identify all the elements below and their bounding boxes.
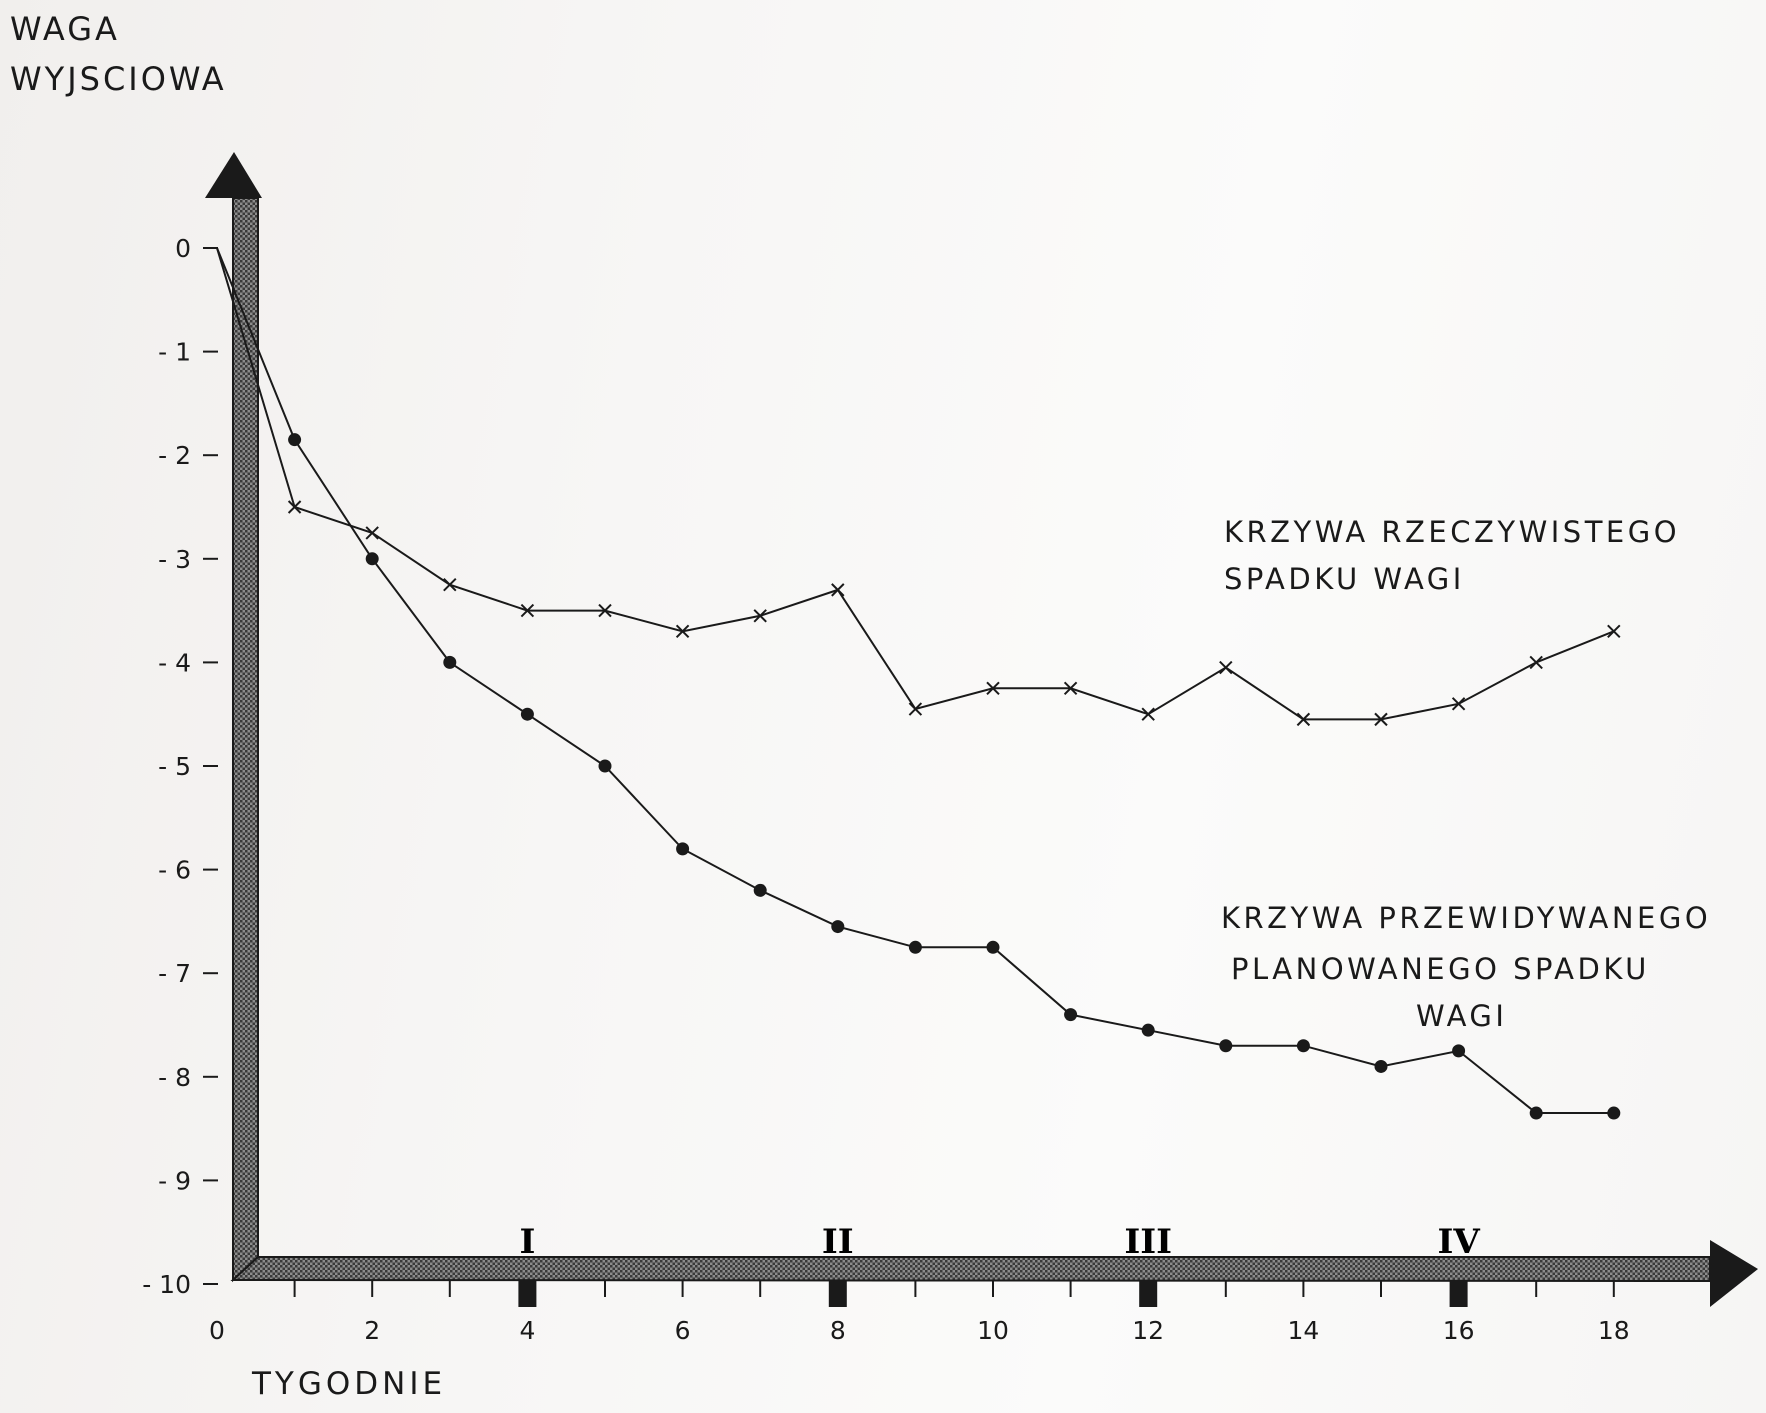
- y-tick-labels: 0 - 1 - 2 - 3 - 4 - 5 - 6 - 7 - 8 - 9 - …: [142, 234, 191, 1299]
- series-1-point-18: [1607, 1106, 1621, 1120]
- series-0-point-4: [520, 603, 535, 618]
- annotation-planned-line-3: WAGI: [1416, 999, 1507, 1033]
- series-0-point-3: [443, 577, 457, 592]
- annotation-planned-line-1: KRZYWA PRZEWIDYWANEGO: [1221, 901, 1711, 935]
- series-1-point-6: [676, 842, 690, 856]
- x-ticks: [293, 1280, 1615, 1297]
- series-0-point-10: [986, 681, 1000, 696]
- x-tick-label-6: 12: [1132, 1316, 1164, 1345]
- y-tick-label-7: - 7: [158, 959, 191, 988]
- y-tick-label-10: - 10: [142, 1270, 191, 1299]
- x-tick-label-3: 6: [675, 1316, 691, 1345]
- x-tick-label-0: 0: [209, 1316, 225, 1345]
- x-tick-label-1: 2: [364, 1316, 380, 1345]
- y-tick-label-6: - 6: [158, 856, 191, 885]
- series-1-point-2: [365, 552, 379, 566]
- y-tick-label-8: - 8: [158, 1063, 191, 1092]
- series-1-point-11: [1064, 1008, 1078, 1022]
- x-axis-label: TYGODNIE: [251, 1366, 446, 1402]
- period-marker-label-2: II: [822, 1222, 854, 1262]
- series-1-point-4: [520, 707, 534, 721]
- series-0-point-1: [287, 500, 302, 514]
- period-marker-label-3: III: [1124, 1222, 1172, 1262]
- series-1-point-12: [1141, 1023, 1155, 1037]
- series-1-point-3: [443, 655, 457, 669]
- x-tick-label-9: 18: [1598, 1316, 1630, 1345]
- period-square-1: [518, 1281, 537, 1307]
- series-0-point-8: [831, 583, 845, 597]
- period-marker-label-4: IV: [1437, 1222, 1480, 1262]
- series-1-point-7: [753, 883, 767, 897]
- annotation-actual-line-1: KRZYWA RZECZYWISTEGO: [1224, 515, 1680, 549]
- period-marker-label-1: I: [519, 1222, 535, 1262]
- y-axis-label-line-1: WAGA: [10, 10, 120, 48]
- series-0-point-16: [1451, 697, 1466, 711]
- y-tick-label-2: - 2: [158, 441, 191, 470]
- series-1-point-16: [1452, 1044, 1466, 1058]
- period-marker-squares: [518, 1281, 1468, 1307]
- annotation-actual-line-2: SPADKU WAGI: [1224, 562, 1465, 596]
- series-0-point-17: [1529, 655, 1543, 670]
- series-0-point-5: [598, 603, 612, 618]
- axes: [205, 152, 1758, 1307]
- period-square-4: [1449, 1281, 1468, 1307]
- series-1-point-17: [1529, 1106, 1543, 1120]
- series-0: [216, 247, 1621, 727]
- period-square-3: [1139, 1281, 1158, 1307]
- series-0-point-2: [365, 526, 379, 540]
- x-axis-arrowhead: [1710, 1240, 1758, 1307]
- series-1-point-14: [1296, 1039, 1310, 1053]
- series-1-point-1: [288, 433, 302, 447]
- series-0-line: [216, 247, 1615, 721]
- series-1-point-9: [908, 940, 922, 954]
- y-tick-label-0: 0: [175, 234, 191, 263]
- x-tick-labels: 0 2 4 6 8 10 12 14 16 18: [209, 1316, 1630, 1345]
- y-ticks: [203, 247, 218, 1285]
- series-0-point-18: [1607, 624, 1621, 639]
- y-tick-label-4: - 4: [158, 648, 191, 677]
- series-1: [216, 247, 1621, 1120]
- annotation-planned-curve: KRZYWA PRZEWIDYWANEGO PLANOWANEGO SPADKU…: [1221, 901, 1711, 1033]
- period-markers: I II III IV: [519, 1222, 1480, 1262]
- series-1-point-10: [986, 940, 1000, 954]
- y-tick-label-9: - 9: [158, 1166, 191, 1195]
- series-0-point-15: [1374, 712, 1388, 727]
- annotation-actual-curve: KRZYWA RZECZYWISTEGO SPADKU WAGI: [1224, 515, 1680, 596]
- y-axis-arrowhead: [205, 152, 262, 198]
- series-1-point-13: [1219, 1039, 1233, 1053]
- x-tick-label-4: 8: [830, 1316, 846, 1345]
- series-0-point-6: [675, 624, 690, 639]
- x-tick-label-5: 10: [977, 1316, 1009, 1345]
- series-layer: [216, 247, 1621, 1120]
- series-0-point-9: [908, 702, 923, 716]
- period-square-2: [828, 1281, 847, 1307]
- x-tick-label-2: 4: [519, 1316, 535, 1345]
- series-1-point-5: [598, 759, 612, 773]
- y-tick-label-3: - 3: [158, 545, 191, 574]
- series-0-point-11: [1063, 681, 1078, 696]
- x-axis-arrow: [230, 1256, 1711, 1283]
- series-0-point-13: [1219, 660, 1233, 675]
- y-tick-label-1: - 1: [158, 338, 191, 367]
- series-0-point-14: [1296, 712, 1311, 727]
- series-1-point-8: [831, 920, 845, 934]
- series-0-point-12: [1141, 707, 1155, 721]
- series-0-point-7: [753, 609, 767, 623]
- y-axis-arrow: [232, 197, 259, 1283]
- y-tick-label-5: - 5: [158, 752, 191, 781]
- series-1-point-15: [1374, 1059, 1388, 1073]
- x-tick-label-7: 14: [1287, 1316, 1319, 1345]
- x-tick-label-8: 16: [1443, 1316, 1475, 1345]
- y-axis-label-line-2: WYJSCIOWA: [10, 60, 227, 98]
- annotation-planned-line-2: PLANOWANEGO SPADKU: [1231, 952, 1650, 986]
